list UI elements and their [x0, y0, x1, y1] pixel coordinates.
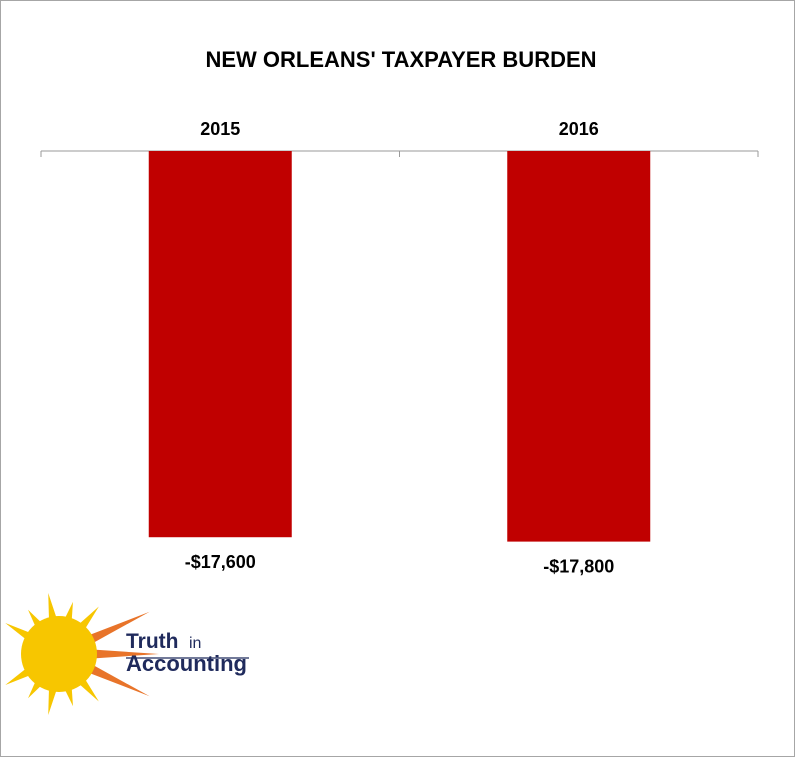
sun-ray [88, 649, 159, 659]
category-label: 2015 [200, 119, 240, 139]
sun-ray [83, 662, 150, 697]
logo-text-line1: Truth in [126, 630, 201, 653]
logo-word-in: in [189, 635, 201, 652]
data-label: -$17,800 [543, 557, 614, 577]
axis-ticks [40, 151, 759, 157]
sun-rays-icon [5, 592, 159, 716]
logo-word-accounting: Accounting [126, 651, 247, 676]
bar [148, 151, 292, 538]
data-label: -$17,600 [185, 552, 256, 572]
bars [148, 151, 651, 542]
chart-title: NEW ORLEANS' TAXPAYER BURDEN [205, 47, 596, 72]
logo-word-truth: Truth [126, 630, 179, 653]
data-labels: -$17,600 -$17,800 [185, 552, 615, 576]
sun-ray [83, 611, 150, 646]
category-label: 2016 [559, 119, 599, 139]
sun-icon [21, 616, 97, 692]
truth-in-accounting-logo: Truth in Accounting [5, 592, 249, 716]
bar [507, 151, 651, 542]
category-labels: 2015 2016 [200, 119, 599, 139]
